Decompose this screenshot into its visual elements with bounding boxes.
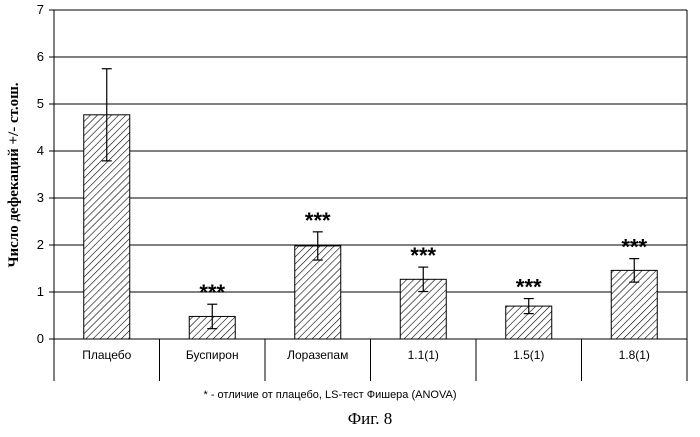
x-tick-label: Плацебо	[82, 348, 131, 362]
figure-caption: Фиг. 8	[348, 409, 393, 428]
y-axis-label: Число дефекаций +/- ст.ош.	[6, 82, 22, 267]
gridlines	[54, 10, 687, 292]
y-tick-label: 2	[37, 237, 44, 252]
y-tick-label: 3	[37, 190, 44, 205]
y-tick-label: 6	[37, 49, 44, 64]
x-tick-label: 1.5(1)	[513, 348, 544, 362]
significance-marker: ***	[621, 235, 647, 260]
x-tick-label: Буспирон	[186, 348, 239, 362]
significance-marker: ***	[199, 280, 225, 305]
footnote: * - отличие от плацебо, LS-тест Фишера (…	[203, 389, 456, 401]
y-tick-label: 5	[37, 96, 44, 111]
axes	[49, 10, 687, 381]
x-tick-label: 1.8(1)	[619, 348, 650, 362]
significance-marker: ***	[305, 208, 331, 233]
significance-marker: ***	[410, 243, 436, 268]
y-tick-label: 0	[37, 331, 44, 346]
y-tick-label: 1	[37, 284, 44, 299]
x-tick-label: Лоразепам	[287, 348, 348, 362]
y-tick-label: 7	[37, 2, 44, 17]
x-tick-label: 1.1(1)	[408, 348, 439, 362]
y-tick-label: 4	[37, 143, 44, 158]
bars	[84, 69, 658, 339]
significance-marker: ***	[516, 275, 542, 300]
